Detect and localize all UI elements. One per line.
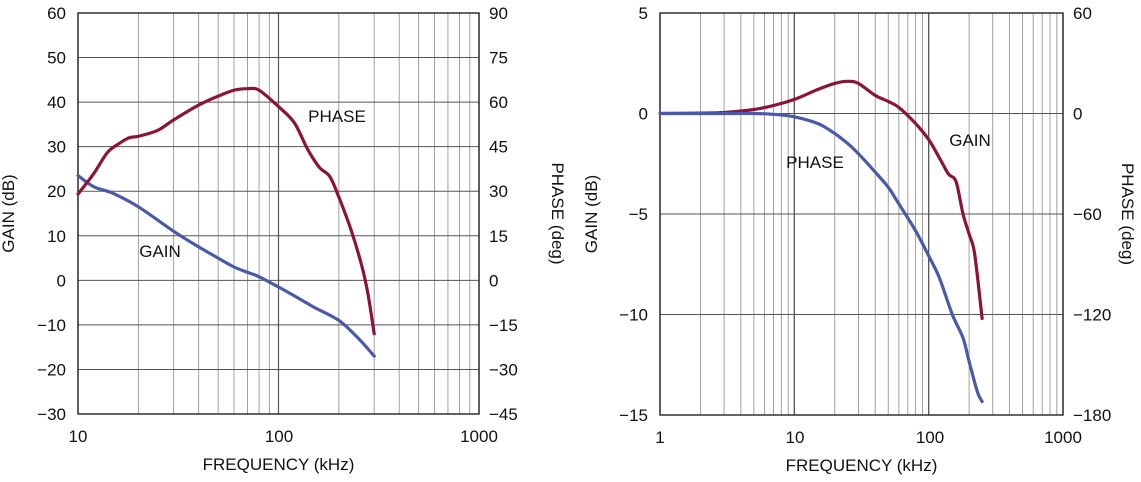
- y-right-tick-label: 15: [489, 227, 508, 246]
- y-left-tick-label: 0: [639, 105, 648, 124]
- x-axis-title: FREQUENCY (kHz): [786, 456, 938, 475]
- y-left-tick-label: 30: [47, 138, 66, 157]
- y-right-tick-label: 30: [489, 182, 508, 201]
- y-left-axis-title: GAIN (dB): [0, 174, 18, 252]
- y-left-tick-label: −15: [619, 406, 648, 425]
- y-left-tick-label: −20: [37, 360, 66, 379]
- x-axis-title: FREQUENCY (kHz): [203, 455, 355, 474]
- y-right-axis-title: PHASE (deg): [548, 162, 567, 264]
- x-tick-label: 1000: [1044, 428, 1082, 447]
- series-gain-line: [76, 174, 376, 358]
- y-left-tick-label: 5: [639, 4, 648, 23]
- y-right-tick-label: 60: [489, 93, 508, 112]
- x-tick-label: 1000: [460, 427, 498, 446]
- annotation-phase: PHASE: [786, 153, 844, 172]
- y-left-tick-label: 60: [47, 4, 66, 23]
- x-tick-label: 1: [655, 428, 664, 447]
- series-gain-line: [658, 79, 984, 321]
- y-right-tick-label: −180: [1073, 406, 1111, 425]
- y-right-tick-label: −45: [489, 405, 518, 424]
- y-left-tick-label: 40: [47, 93, 66, 112]
- grid: [659, 12, 1064, 416]
- series-phase-line: [658, 111, 984, 404]
- y-right-tick-label: 0: [1073, 105, 1082, 124]
- x-tick-label: 100: [265, 427, 293, 446]
- y-left-tick-label: 50: [47, 49, 66, 68]
- y-right-tick-label: −15: [489, 316, 518, 335]
- y-right-tick-label: 45: [489, 138, 508, 157]
- x-tick-label: 10: [786, 428, 805, 447]
- grid: [77, 12, 480, 415]
- y-left-tick-label: −10: [619, 306, 648, 325]
- y-right-tick-label: −60: [1073, 205, 1102, 224]
- plot-frame: [77, 12, 480, 415]
- y-right-tick-label: 75: [489, 49, 508, 68]
- y-right-tick-label: 60: [1073, 4, 1092, 23]
- y-right-tick-label: 90: [489, 4, 508, 23]
- y-right-tick-label: 0: [489, 271, 498, 290]
- chart-1: −30 −20 −10 0 10 20 30 40 50 60 −45 −30 −15 0 15 30 45 60…: [0, 4, 567, 474]
- y-left-axis-title: GAIN (dB): [582, 175, 601, 253]
- annotation-phase: PHASE: [308, 107, 366, 126]
- series-phase-line: [76, 86, 376, 336]
- annotation-gain: GAIN: [139, 242, 181, 261]
- x-tick-label: 100: [916, 428, 944, 447]
- y-left-tick-label: 0: [57, 271, 66, 290]
- annotation-gain: GAIN: [949, 131, 991, 150]
- y-left-tick-label: −5: [629, 205, 648, 224]
- x-tick-label: 10: [69, 427, 88, 446]
- y-left-tick-label: −10: [37, 316, 66, 335]
- chart-2: −15 −10 −5 0 5 −180 −120 −60 0 60 1 10 100 1000 FREQUE…: [582, 4, 1137, 475]
- y-right-axis-title: PHASE (deg): [1118, 163, 1137, 265]
- y-left-tick-label: 10: [47, 227, 66, 246]
- y-left-tick-label: −30: [37, 405, 66, 424]
- plot-frame: [659, 12, 1064, 416]
- y-right-tick-label: −30: [489, 360, 518, 379]
- y-left-tick-label: 20: [47, 182, 66, 201]
- y-right-tick-label: −120: [1073, 306, 1111, 325]
